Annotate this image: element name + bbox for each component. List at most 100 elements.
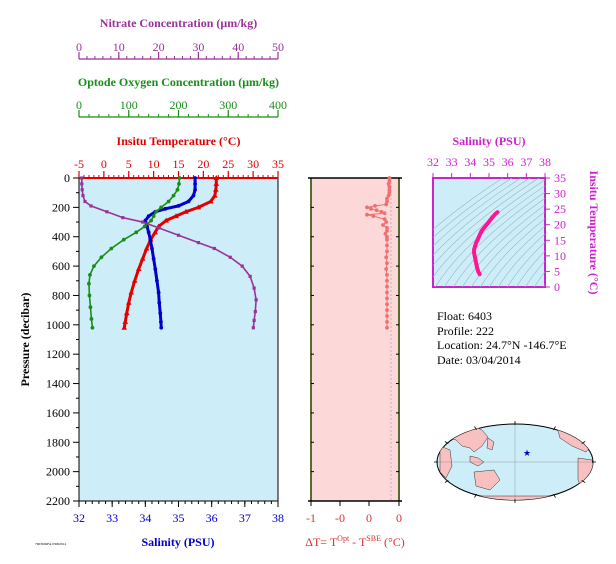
salinity-point: [193, 187, 197, 192]
temperature-tick-label: 15: [173, 157, 185, 171]
salinity-point: [186, 199, 191, 204]
salinity-point: [146, 214, 151, 219]
density-contour: [433, 178, 540, 266]
nitrate-tick-label: 40: [232, 40, 244, 54]
oxygen-tick-label: 0: [76, 98, 82, 112]
density-contour: [516, 250, 545, 287]
delta-axis-title: ΔT= TOpt - TSBE (°C): [305, 534, 405, 549]
nitrate-axis-title: Nitrate Concentration (μm/kg): [100, 16, 257, 30]
pressure-axis-title: Pressure (decibar): [18, 293, 32, 387]
temperature-point: [183, 208, 189, 214]
ts-y-tick-label: 30: [554, 187, 566, 201]
nitrate-tick-label: 30: [192, 40, 204, 54]
ts-y-tick-label: 0: [554, 280, 560, 294]
delta-x-tick-label: 0: [396, 511, 402, 525]
delta-point: [382, 217, 387, 222]
delta-x-tick-label: -1: [306, 511, 316, 525]
nitrate-tick-label: 50: [272, 40, 284, 54]
delta-point: [385, 237, 389, 242]
float-info: Float: 6403 Profile: 222 Location: 24.7°…: [437, 309, 567, 367]
map-graticule-tick: [581, 441, 586, 444]
delta-point: [385, 273, 389, 277]
oxygen-point: [87, 281, 91, 286]
oxygen-point: [171, 193, 176, 198]
delta-point: [384, 202, 389, 207]
oxygen-axis-title: Optode Oxygen Concentration (μm/kg): [78, 75, 279, 89]
density-contour: [433, 178, 531, 256]
delta-point: [385, 278, 389, 283]
profile-number: Profile: 222: [437, 323, 494, 338]
temperature-series: [121, 175, 220, 330]
salinity-point: [159, 319, 163, 324]
temperature-axis: -5 0 5 10 15 20 25 30 35 Insitu Temperature (°C): [74, 134, 284, 179]
temperature-tick-label: 20: [197, 157, 209, 171]
nitrate-point: [157, 226, 161, 230]
ts-x-tick-label: 34: [464, 155, 476, 169]
oxygen-tick-label: 200: [170, 98, 188, 112]
map-graticule-tick: [444, 480, 449, 483]
pressure-tick-label: 600: [52, 259, 70, 273]
salinity-axis: 32 33 34 35 36 37 38 Salinity (PSU): [73, 501, 284, 549]
delta-point: [384, 255, 389, 260]
temperature-tick-label: -5: [74, 157, 84, 171]
nitrate-point: [80, 182, 84, 186]
temperature-point: [135, 266, 142, 272]
temperature-point: [195, 204, 202, 210]
salinity-axis-title: Salinity (PSU): [141, 535, 214, 549]
density-contour: [433, 178, 522, 247]
oxygen-point: [109, 246, 114, 251]
temperature-point: [122, 318, 129, 324]
nitrate-point: [252, 286, 256, 290]
delta-point: [371, 214, 376, 219]
density-contour: [507, 241, 545, 287]
nitrate-point: [105, 210, 109, 214]
salinity-tick-label: 37: [239, 511, 251, 525]
oxygen-point: [151, 214, 156, 219]
nitrate-point: [80, 176, 84, 180]
ts-y-tick-label: 25: [554, 202, 566, 216]
map-graticule-tick: [553, 426, 556, 431]
nitrate-point: [212, 246, 216, 251]
salinity-point: [193, 181, 197, 186]
salinity-series: [143, 176, 197, 330]
oxygen-point: [92, 264, 96, 268]
delta-point: [379, 209, 384, 214]
oxygen-point: [88, 273, 92, 277]
pressure-tick-label: 0: [64, 171, 70, 185]
world-map: ★: [434, 421, 596, 503]
delta-point: [381, 223, 385, 227]
oxygen-point: [90, 325, 95, 330]
oxygen-point: [175, 187, 180, 192]
density-contour: [433, 178, 513, 238]
density-contour: [498, 233, 545, 287]
delta-point: [373, 203, 377, 208]
pressure-tick-label: 2200: [46, 494, 70, 508]
delta-point: [365, 212, 369, 217]
pressure-tick-label: 1000: [46, 318, 70, 332]
delta-point: [385, 261, 389, 266]
temperature-tick-label: 0: [101, 157, 107, 171]
delta-point: [387, 190, 392, 195]
salinity-point: [191, 193, 196, 198]
temperature-point: [213, 186, 219, 192]
density-contour: [489, 225, 545, 287]
nitrate-point: [80, 188, 84, 192]
salinity-point: [155, 278, 159, 283]
ts-x-tick-label: 32: [427, 155, 439, 169]
temperature-point: [152, 229, 158, 235]
oxygen-point: [121, 237, 126, 242]
map-graticule-tick: [474, 493, 477, 498]
nitrate-series: [80, 176, 258, 330]
delta-point: [385, 243, 389, 248]
ts-y-tick-label: 20: [554, 218, 566, 232]
temperature-point: [143, 245, 150, 251]
salinity-point: [143, 218, 148, 223]
nitrate-point: [81, 194, 85, 198]
nitrate-point: [254, 298, 258, 302]
density-contour: [604, 174, 616, 291]
map-graticule-tick: [553, 493, 556, 498]
pressure-tick-label: 1200: [46, 347, 70, 361]
